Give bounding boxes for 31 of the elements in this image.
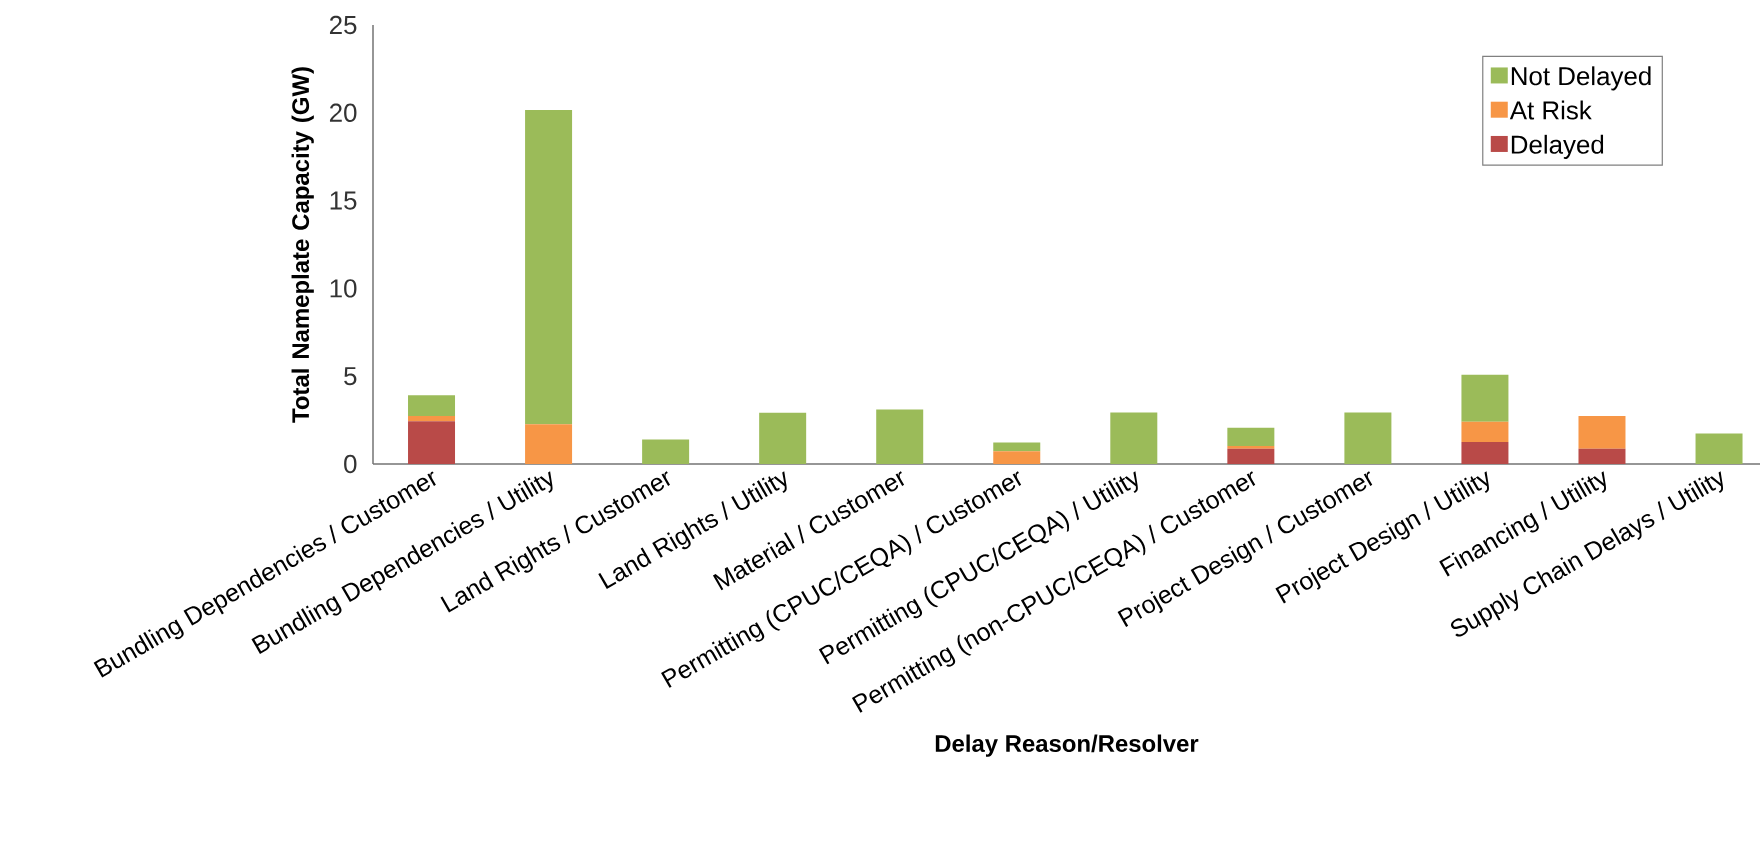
bar	[876, 409, 924, 464]
bar	[525, 109, 573, 425]
legend-label: Not Delayed	[1511, 66, 1651, 91]
legend-label: At Risk	[1509, 100, 1592, 120]
bar	[408, 415, 456, 422]
bar	[1461, 374, 1509, 422]
y-tick-label: 15	[330, 191, 357, 210]
bar	[642, 439, 690, 464]
bar	[1578, 415, 1626, 449]
y-tick-label: 5	[344, 367, 357, 386]
y-tick-label: 10	[330, 279, 357, 298]
bar	[993, 451, 1041, 464]
y-axis-title: Total Nameplate Capacity (GW)	[291, 67, 314, 423]
bar	[1344, 412, 1392, 464]
bar	[525, 424, 573, 464]
bar	[1227, 448, 1275, 464]
bar	[1578, 448, 1626, 464]
bar	[408, 421, 456, 464]
y-tick-label: 25	[329, 15, 357, 35]
bar	[1227, 445, 1275, 449]
bar	[1110, 412, 1158, 464]
legend-label: Delayed	[1511, 134, 1604, 159]
bar	[1461, 442, 1509, 464]
bar	[1695, 433, 1743, 464]
bar	[993, 442, 1041, 452]
bar	[408, 395, 456, 416]
x-axis-title: Delay Reason/Resolver	[935, 734, 1199, 757]
bar	[1461, 421, 1509, 443]
bar	[759, 412, 807, 464]
y-tick-label: 20	[329, 103, 357, 122]
bar	[1227, 427, 1275, 446]
